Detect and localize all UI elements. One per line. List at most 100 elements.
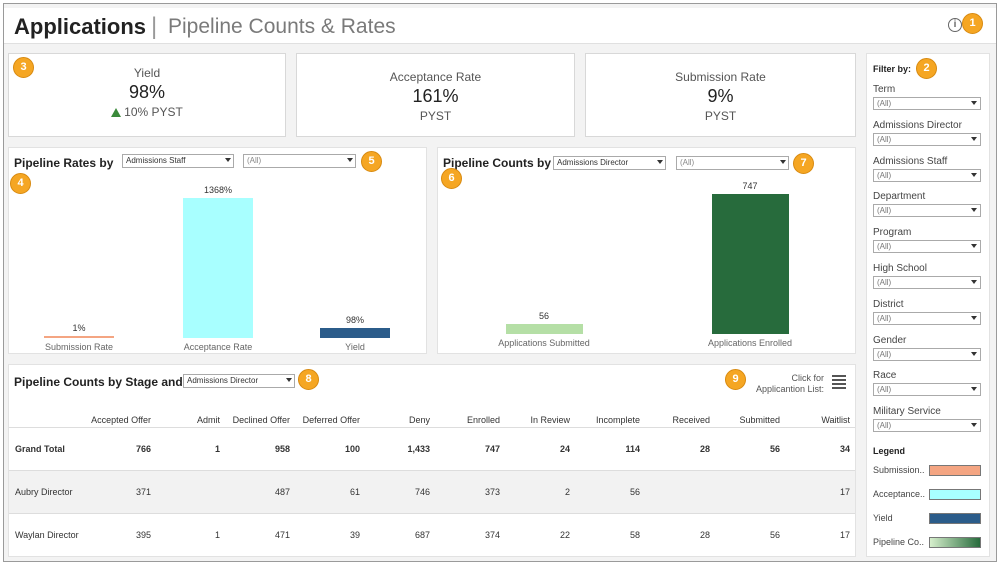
filter-select[interactable]: (All) <box>873 132 981 146</box>
bar-category-label: Acceptance Rate <box>183 342 253 352</box>
filter-select-value: (All) <box>877 99 892 108</box>
kpi-yield[interactable]: Yield 98% 10% PYST <box>8 53 286 137</box>
column-header[interactable]: Submitted <box>739 415 780 425</box>
filter-label: Race <box>873 370 897 382</box>
table-cell: 373 <box>484 487 500 497</box>
legend-swatch <box>929 465 981 476</box>
table-row[interactable]: Grand Total 766 1 958 100 1,433 747 24 114 28 56 34 <box>9 427 855 470</box>
column-header[interactable]: Deny <box>408 415 430 425</box>
bar-applications-submitted[interactable] <box>505 323 583 334</box>
table-cell: 2 <box>564 487 570 497</box>
filter-select[interactable]: (All) <box>873 347 981 361</box>
filter-select[interactable]: (All) <box>873 311 981 325</box>
bar-applications-enrolled[interactable] <box>711 194 789 334</box>
badge-6: 6 <box>441 168 462 189</box>
title-separator: | <box>151 13 158 40</box>
pipeline-counts-filter-select[interactable]: (All) <box>676 156 789 170</box>
pipeline-counts-dimension-select[interactable]: Admissions Director <box>553 156 666 170</box>
filter-label: Admissions Director <box>873 119 962 131</box>
pipeline-rates-title: Pipeline Rates by <box>14 156 114 170</box>
bar-value-label: 98% <box>345 314 364 325</box>
kpi-submission-value: 9% <box>707 86 734 106</box>
filter-select[interactable]: (All) <box>873 204 981 218</box>
filter-select-value: (All) <box>877 134 892 144</box>
column-header[interactable]: Admit <box>196 415 220 425</box>
badge-3: 3 <box>13 57 34 78</box>
column-header[interactable]: Declined Offer <box>232 415 290 425</box>
table-cell: 958 <box>274 444 290 454</box>
stage-table-dimension-select[interactable]: Admissions Director <box>183 374 295 388</box>
table-grid-icon[interactable] <box>832 375 846 389</box>
bar-value-label: 56 <box>538 310 549 321</box>
pipeline-rates-panel: Pipeline Rates by Admissions Staff (All)… <box>8 147 427 354</box>
column-header[interactable]: Deferred Offer <box>302 415 360 425</box>
filter-label: Term <box>873 84 896 95</box>
filter-select[interactable]: (All) <box>873 276 981 289</box>
filter-label: High School <box>873 263 927 274</box>
legend-label: Pipeline Co.. <box>873 537 925 547</box>
pipeline-counts-dimension-value: Admissions Director <box>557 158 629 167</box>
table-cell: 34 <box>839 444 850 454</box>
filter-select[interactable]: (All) <box>873 97 981 110</box>
filter-sidebar-title: Filter by: <box>873 64 912 74</box>
filter-select[interactable]: (All) <box>873 419 981 433</box>
filter-select[interactable]: (All) <box>873 168 981 182</box>
filter-select-value: (All) <box>877 206 892 216</box>
column-header[interactable]: Waitlist <box>821 415 850 425</box>
column-header[interactable]: Accepted Offer <box>91 415 151 425</box>
application-list-link[interactable]: Click for Applicantion List: <box>734 373 824 395</box>
chevron-down-icon <box>780 160 786 164</box>
page-title: Applications <box>14 14 147 39</box>
badge-1: 1 <box>962 13 983 34</box>
kpi-acceptance-rate[interactable]: Acceptance Rate 161% PYST <box>296 53 575 137</box>
filter-label: Department <box>873 191 926 203</box>
filter-select[interactable]: (All) <box>873 240 981 254</box>
bar-value-label: 747 <box>742 181 758 191</box>
column-header[interactable]: In Review <box>530 415 570 425</box>
legend-swatch <box>929 513 981 524</box>
table-cell: 1,433 <box>407 444 430 454</box>
bar-yield[interactable] <box>320 327 390 338</box>
table-cell: 56 <box>629 487 640 497</box>
column-header[interactable]: Incomplete <box>595 415 640 425</box>
table-cell: 100 <box>344 444 360 454</box>
table-row[interactable]: Waylan Director 395 1 471 39 687 374 22 58 28 56 17 <box>9 513 855 556</box>
chevron-down-icon <box>286 378 292 382</box>
triangle-up-icon <box>111 108 122 117</box>
bar-category-label: Submission Rate <box>44 342 114 352</box>
kpi-acceptance-value: 161% <box>412 86 459 106</box>
stage-table-title: Pipeline Counts by Stage and <box>14 375 183 389</box>
kpi-yield-value: 98% <box>128 82 166 102</box>
filter-sidebar: Filter by: Term (All) Admissions Director (… <box>866 53 990 557</box>
chevron-down-icon <box>971 387 977 392</box>
kpi-acceptance-sub: PYST <box>419 109 452 123</box>
pipeline-rates-dimension-select[interactable]: Admissions Staff <box>122 154 234 168</box>
pipeline-counts-panel: Pipeline Counts by Admissions Director (… <box>437 147 856 354</box>
kpi-submission-rate[interactable]: Submission Rate 9% PYST <box>585 53 856 137</box>
table-cell: 747 <box>484 444 500 454</box>
filter-select-value: (All) <box>877 170 892 180</box>
table-cell: 56 <box>769 530 780 540</box>
info-icon[interactable]: i <box>948 18 962 32</box>
badge-5: 5 <box>361 151 382 172</box>
row-label: Waylan Director <box>15 530 79 540</box>
column-header[interactable]: Received <box>672 415 710 425</box>
bar-submission-rate[interactable] <box>44 336 114 338</box>
kpi-submission-label: Submission Rate <box>675 70 766 84</box>
bar-acceptance-rate[interactable] <box>183 198 253 338</box>
pipeline-rates-dimension-value: Admissions Staff <box>126 156 186 165</box>
filter-select-value: (All) <box>877 278 892 287</box>
table-cell: 24 <box>559 444 570 454</box>
table-row[interactable]: Aubry Director 371 487 61 746 373 2 56 17 <box>9 470 855 513</box>
filter-select[interactable]: (All) <box>873 383 981 397</box>
bar-category-label: Applications Enrolled <box>707 338 793 348</box>
pipeline-rates-filter-select[interactable]: (All) <box>243 154 356 168</box>
column-header[interactable]: Enrolled <box>466 415 500 425</box>
application-list-text: Applicantion List: <box>755 384 824 394</box>
table-cell: 28 <box>699 530 710 540</box>
legend-label: Yield <box>873 513 893 523</box>
filter-select-value: (All) <box>877 313 892 323</box>
table-cell: 487 <box>274 487 290 497</box>
filter-select-value: (All) <box>877 242 892 252</box>
badge-9: 9 <box>725 369 746 390</box>
